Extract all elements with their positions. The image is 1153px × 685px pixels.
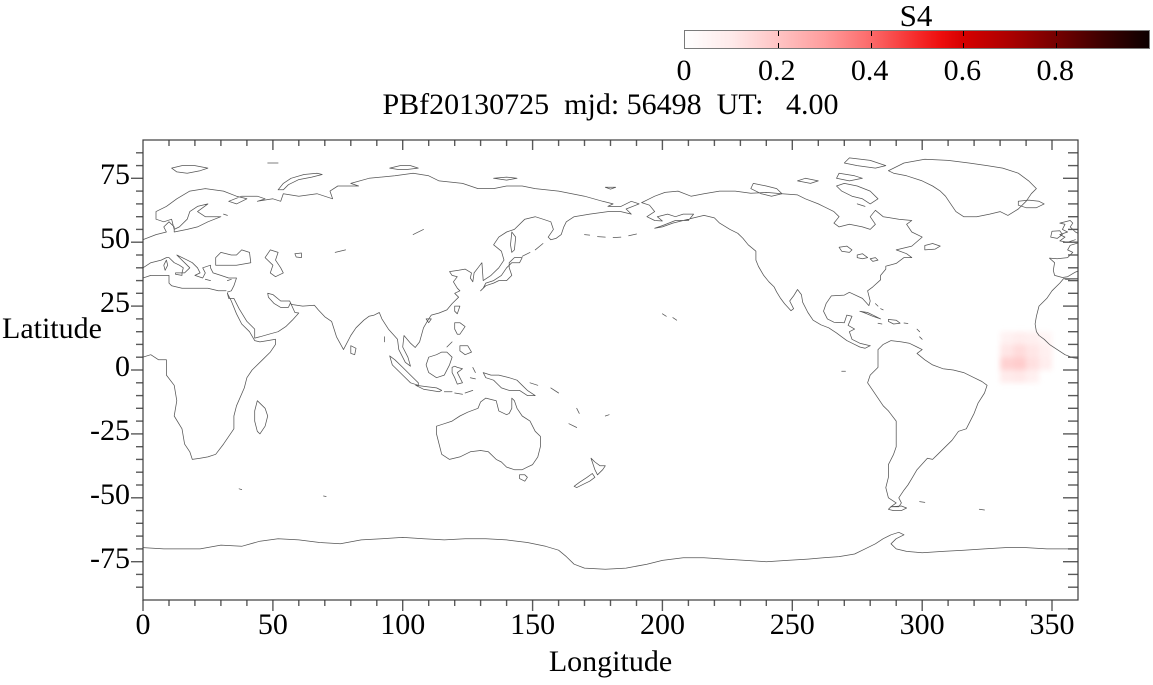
colorbar-tick-label: 0 — [676, 54, 692, 87]
colorbar-tick-label: 0.2 — [758, 54, 796, 87]
s4-cell — [1026, 357, 1040, 370]
colorbar-tick — [777, 31, 779, 36]
s4-cell — [1026, 331, 1040, 345]
colorbar-gradient — [684, 30, 1150, 49]
y-tick-label: 50 — [100, 222, 130, 256]
y-tick-label: 25 — [100, 286, 130, 320]
colorbar-tick-label: 0.6 — [943, 54, 982, 87]
s4-cell — [1026, 370, 1040, 383]
y-tick-label: 75 — [100, 158, 130, 192]
colorbar-tick — [1056, 31, 1058, 36]
x-tick-label: 100 — [380, 608, 426, 641]
x-tick-label: 200 — [639, 608, 685, 641]
s4-cell — [1013, 357, 1027, 370]
s4-cell — [1000, 370, 1014, 383]
coastlines — [143, 157, 1078, 570]
y-tick-label: 0 — [115, 350, 130, 383]
colorbar-tick — [870, 43, 872, 48]
colorbar-tick — [870, 31, 872, 36]
x-tick-label: 150 — [510, 608, 556, 641]
y-axis-title: Latitude — [2, 312, 102, 345]
colorbar-tick-label: 0.8 — [1036, 54, 1074, 87]
colorbar-tick — [1056, 43, 1058, 48]
s4-cell — [1013, 331, 1027, 345]
x-tick-label: 300 — [899, 608, 945, 641]
x-tick-label: 50 — [257, 608, 288, 641]
s4-cell — [1000, 344, 1014, 358]
y-tick-label: -75 — [90, 541, 130, 575]
colorbar-title: S4 — [899, 0, 933, 33]
plot-frame — [142, 139, 1079, 601]
y-tick-label: -50 — [90, 477, 130, 511]
colorbar-tick — [963, 43, 965, 48]
x-tick-label: 250 — [769, 608, 815, 641]
s4-cell — [1039, 331, 1052, 345]
x-axis-title: Longitude — [548, 645, 673, 678]
colorbar-tick — [963, 31, 965, 36]
s4-cell — [1039, 344, 1052, 358]
colorbar-tick-label: 0.4 — [850, 54, 889, 87]
axis-ticks — [131, 140, 1078, 611]
s4-cell — [1013, 370, 1027, 383]
plot-title: PBf20130725 mjd: 56498 UT: 4.00 — [382, 88, 839, 121]
colorbar-tick — [777, 43, 779, 48]
y-tick-label: -25 — [90, 413, 130, 447]
s4-cell — [1000, 357, 1014, 370]
s4-cell — [1013, 344, 1027, 358]
s4-heat-cells — [1000, 331, 1052, 383]
s4-cell — [1000, 331, 1014, 345]
x-tick-label: 350 — [1029, 608, 1075, 641]
x-tick-label: 0 — [135, 608, 151, 641]
s4-cell — [1026, 344, 1040, 358]
s4-cell — [1039, 357, 1052, 370]
